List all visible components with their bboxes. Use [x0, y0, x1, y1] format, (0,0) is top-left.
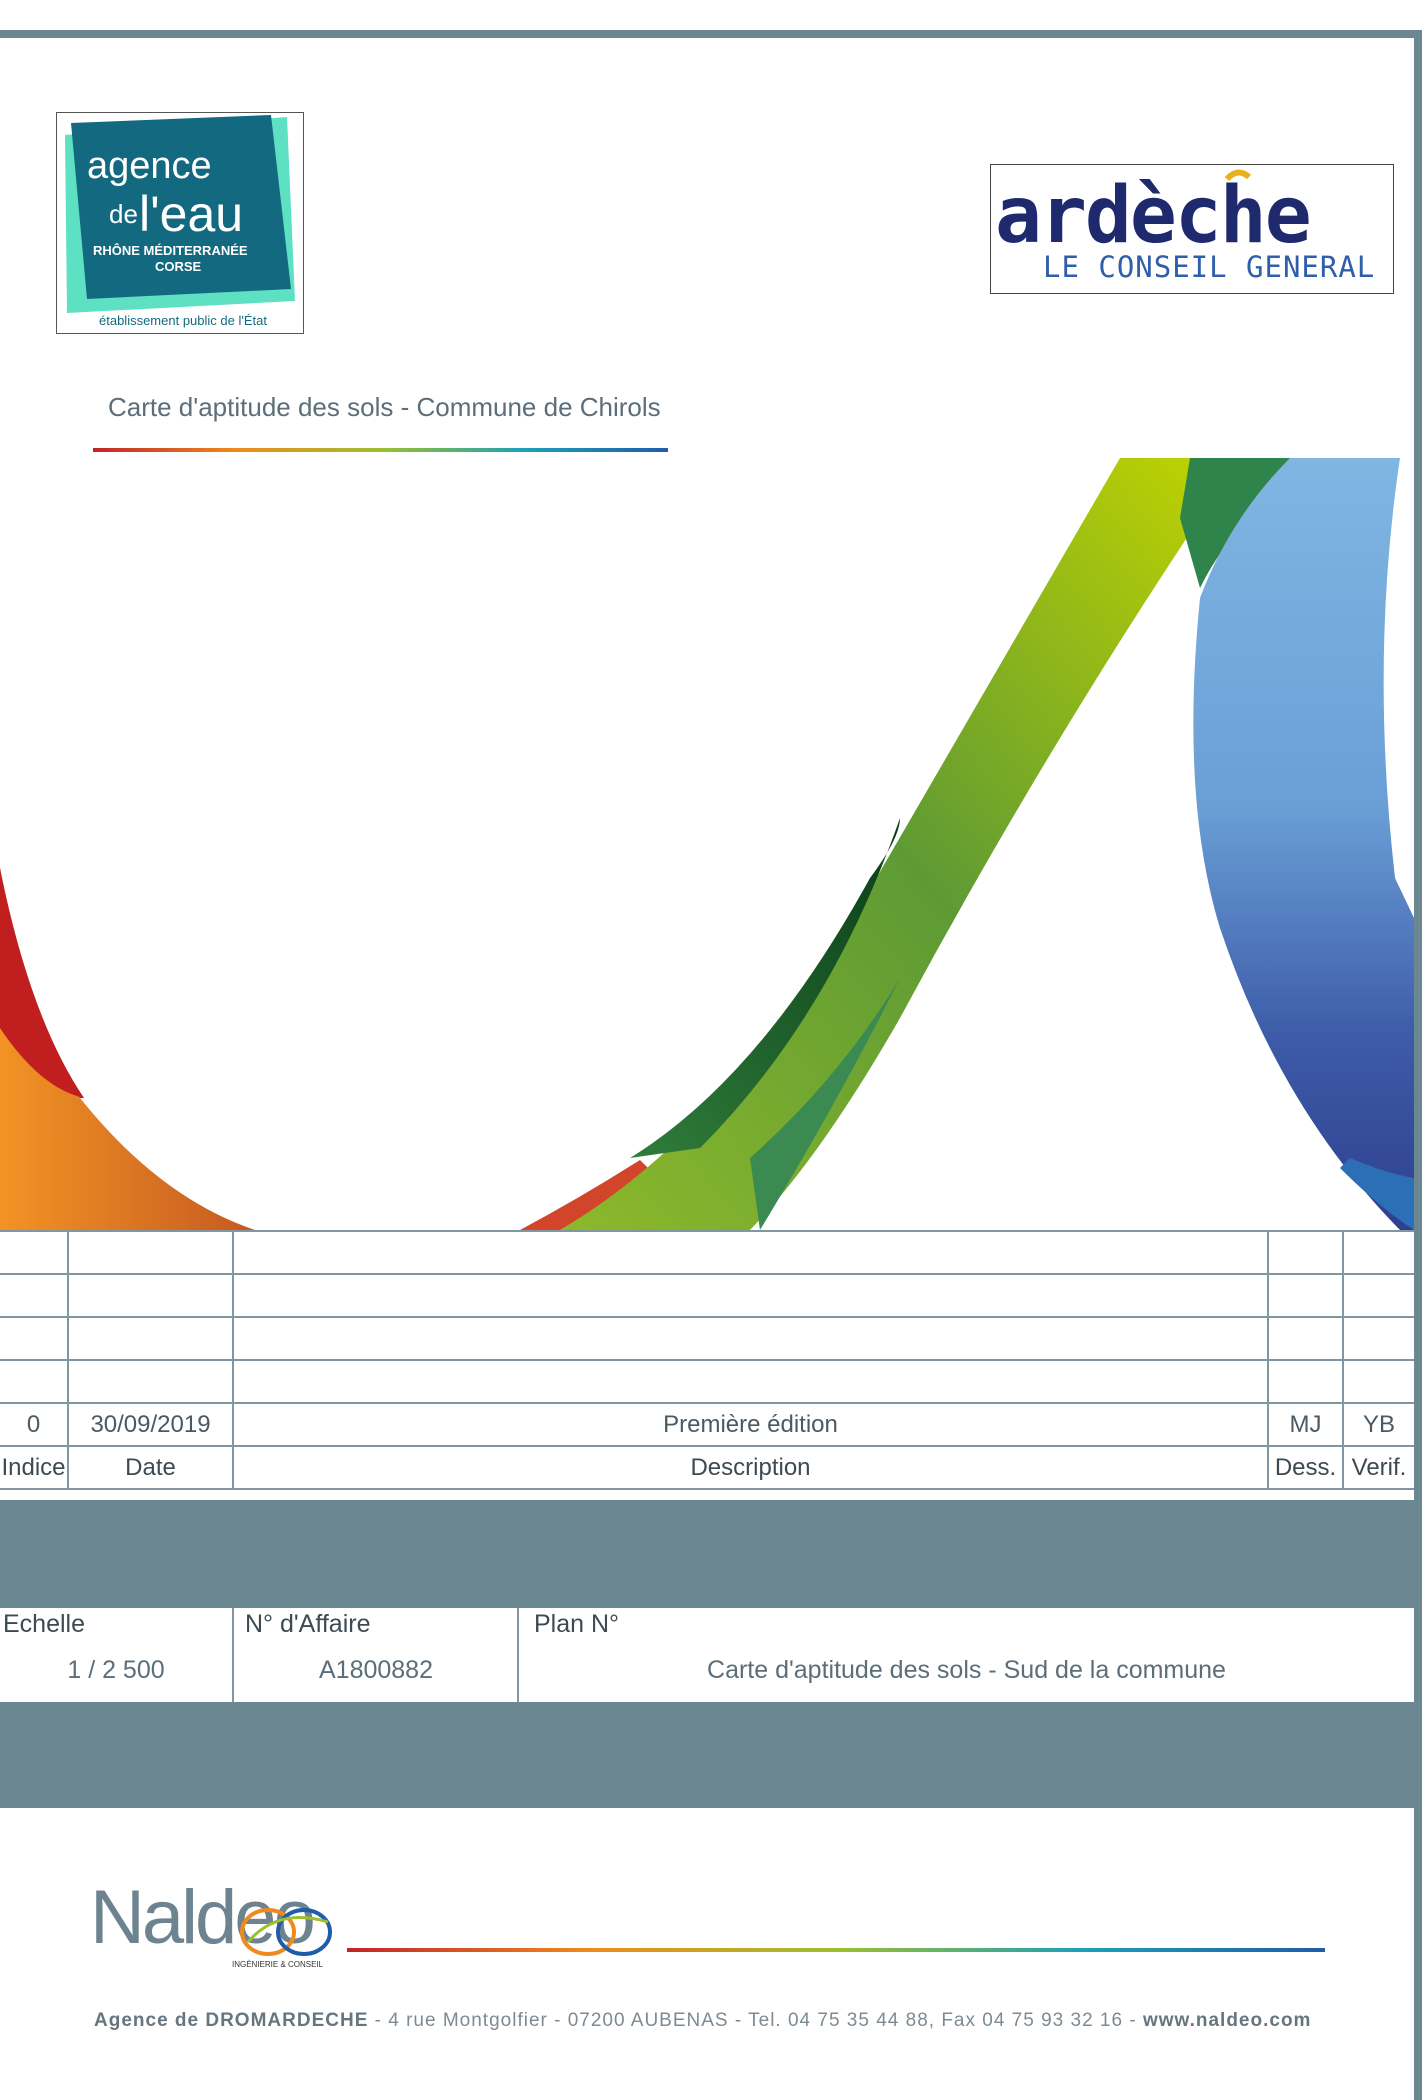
agence-line2-big: l'eau	[139, 186, 243, 242]
header-checked: Verif.	[1342, 1445, 1414, 1490]
scale-value: 1 / 2 500	[67, 1656, 165, 1684]
divider	[232, 1608, 234, 1702]
naldeo-tagline: INGÉNIERIE & CONSEIL	[232, 1960, 324, 1969]
address-details: - 4 rue Montgolfier - 07200 AUBENAS - Te…	[368, 2010, 1143, 2031]
ardeche-logo: ardèche LE CONSEIL GENERAL	[990, 164, 1394, 294]
header-drawn: Dess.	[1267, 1445, 1344, 1490]
table-row	[0, 1230, 1414, 1275]
affaire-value: A1800882	[318, 1656, 433, 1684]
agence-line3: RHÔNE MÉDITERRANÉE	[93, 243, 248, 258]
table-row	[0, 1316, 1414, 1361]
title-block-band-lower	[0, 1702, 1414, 1808]
revisions-table: 0 30/09/2019 Première édition MJ YB Indi…	[0, 1230, 1414, 1490]
agence-eau-logo: agence de l'eau RHÔNE MÉDITERRANÉE CORSE…	[56, 112, 304, 334]
title-underline	[93, 448, 668, 452]
table-row	[0, 1273, 1414, 1318]
header-index: Indice	[0, 1445, 69, 1490]
table-row	[0, 1359, 1414, 1404]
footer-address: Agence de DROMARDECHE - 4 rue Montgolfie…	[94, 2010, 1311, 2032]
agence-line2-small: de	[109, 199, 138, 229]
header-description: Description	[232, 1445, 1269, 1490]
revision-date: 30/09/2019	[67, 1402, 234, 1447]
page-title: Carte d'aptitude des sols - Commune de C…	[108, 392, 661, 422]
agence-caption: établissement public de l'État	[99, 313, 267, 328]
naldeo-swirl-icon	[240, 1908, 332, 1956]
plan-label: Plan N°	[534, 1610, 620, 1638]
decorative-ribbons-artwork	[0, 458, 1414, 1230]
website-link[interactable]: www.naldeo.com	[1142, 2010, 1312, 2031]
divider	[517, 1608, 519, 1702]
revision-description: Première édition	[232, 1402, 1269, 1447]
revision-index: 0	[0, 1402, 69, 1447]
table-header-row: Indice Date Description Dess. Verif.	[0, 1445, 1414, 1490]
ardeche-subtitle: LE CONSEIL GENERAL	[1043, 250, 1376, 284]
naldeo-logo: Naldeo INGÉNIERIE & CONSEIL	[90, 1880, 340, 1980]
footer-rule	[347, 1948, 1325, 1952]
plan-info-row: Echelle 1 / 2 500 N° d'Affaire A1800882 …	[0, 1608, 1414, 1702]
scale-label: Echelle	[3, 1610, 85, 1638]
address-agency: Agence de DROMARDECHE	[94, 2010, 369, 2031]
revision-checked-by: YB	[1342, 1402, 1414, 1447]
revision-drawn-by: MJ	[1267, 1402, 1344, 1447]
ardeche-accent-icon	[1224, 169, 1252, 182]
naldeo-brand: Naldeo	[90, 1875, 316, 1960]
table-row: 0 30/09/2019 Première édition MJ YB	[0, 1402, 1414, 1447]
header-date: Date	[67, 1445, 234, 1490]
agence-line1: agence	[87, 145, 212, 187]
page-frame-right	[1414, 30, 1422, 2100]
affaire-label: N° d'Affaire	[245, 1610, 371, 1638]
agence-line4: CORSE	[155, 259, 202, 274]
plan-value: Carte d'aptitude des sols - Sud de la co…	[707, 1656, 1226, 1684]
page-frame-top	[0, 30, 1422, 38]
ardeche-word: ardèche	[995, 171, 1312, 261]
title-block-band-upper	[0, 1500, 1414, 1608]
